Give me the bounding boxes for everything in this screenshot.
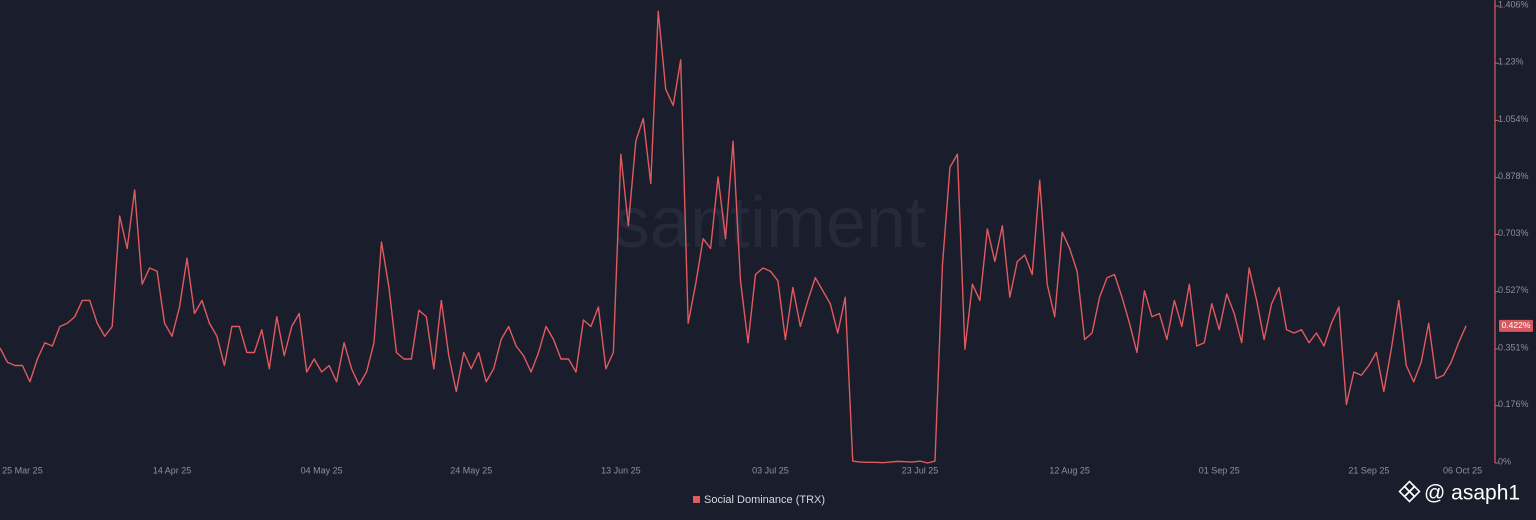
x-tick-label: 23 Jul 25 xyxy=(902,465,939,475)
current-value-tag: 0.422% xyxy=(1499,319,1533,332)
x-tick-label: 13 Jun 25 xyxy=(601,465,641,475)
y-tick-label: 0.176% xyxy=(1498,399,1529,409)
x-tick-label: 14 Apr 25 xyxy=(153,465,192,475)
credit: @ asaph1 xyxy=(1424,482,1520,505)
y-tick-label: 1.23% xyxy=(1498,57,1524,67)
current-value-label: 0.422% xyxy=(1502,320,1531,330)
y-tick-label: 0.351% xyxy=(1498,342,1529,352)
y-tick-label: 0.527% xyxy=(1498,285,1529,295)
credit-logo xyxy=(1398,480,1421,503)
x-tick-label: 12 Aug 25 xyxy=(1049,465,1090,475)
y-tick-label: 0% xyxy=(1498,456,1511,466)
series-line xyxy=(0,10,1467,464)
x-tick-label: 06 Oct 25 xyxy=(1443,465,1482,475)
x-tick-label: 01 Sep 25 xyxy=(1199,465,1240,475)
x-tick-label: 04 May 25 xyxy=(301,465,343,475)
x-tick-label: 24 May 25 xyxy=(450,465,492,475)
legend-swatch xyxy=(693,496,700,503)
y-tick-label: 0.703% xyxy=(1498,228,1529,238)
current-value-box xyxy=(1499,319,1533,332)
watermark: santiment xyxy=(614,183,926,263)
x-tick-label: 25 Mar 25 xyxy=(2,465,43,475)
y-tick-label: 0.878% xyxy=(1498,171,1529,181)
x-tick-label: 03 Jul 25 xyxy=(752,465,789,475)
legend-label: Social Dominance (TRX) xyxy=(704,494,825,506)
y-tick-label: 1.054% xyxy=(1498,114,1529,124)
y-tick-label: 1.406% xyxy=(1498,0,1529,9)
legend-item: Social Dominance (TRX) xyxy=(693,494,825,506)
x-tick-label: 21 Sep 25 xyxy=(1348,465,1389,475)
